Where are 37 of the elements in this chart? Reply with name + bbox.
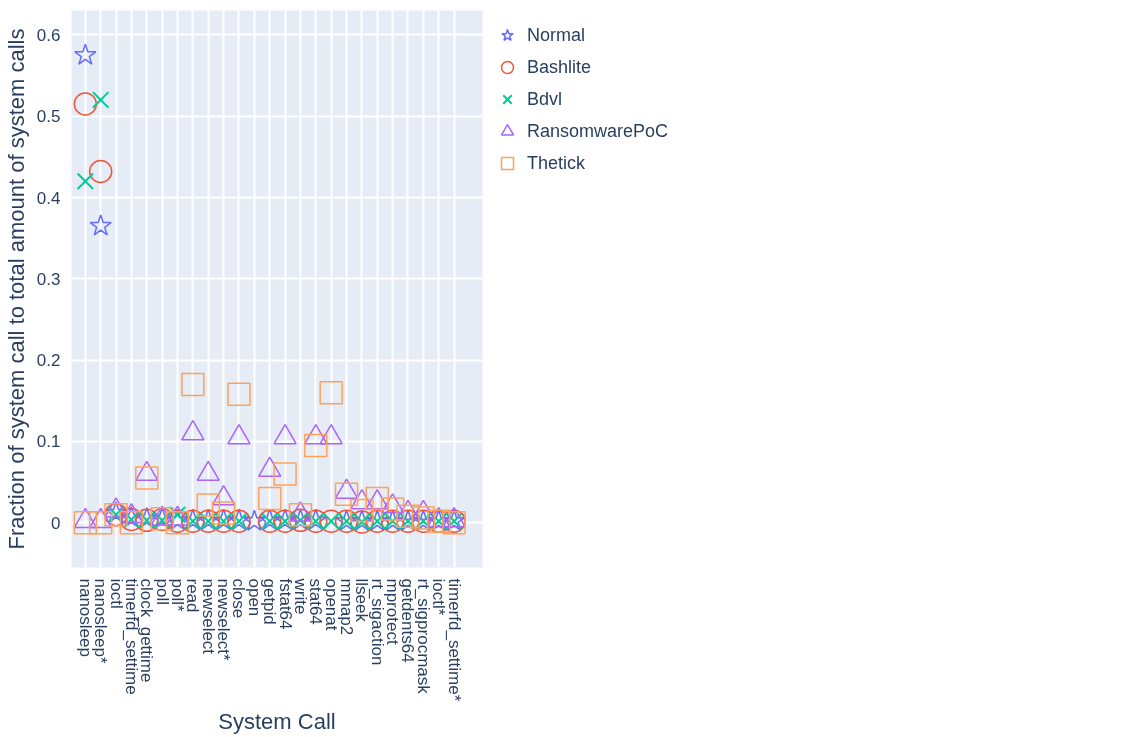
point [88,511,113,535]
point [88,159,113,184]
point [91,91,110,109]
y-tick-label: 0.3 [36,269,61,289]
legend-label: Bashlite [527,56,592,78]
y-tick-label: 0.4 [36,188,61,208]
point [380,497,405,521]
y-tick-label: 0.6 [36,25,61,45]
y-tick-label: 0.5 [36,107,61,127]
point [243,509,266,531]
point [319,380,343,405]
point [74,43,97,65]
point [257,486,282,511]
y-tick-label: 0.2 [36,351,61,371]
point [135,466,159,490]
y-tick-label: 0 [51,513,61,533]
point [334,482,359,507]
x-tick-label: fstat64 [275,578,295,630]
y-axis-title: Fraction of system call to total amount of system calls [3,28,29,550]
point [350,498,374,523]
point [76,172,95,191]
point [304,433,328,458]
point [73,92,98,116]
x-axis-title: System Call [218,709,336,735]
legend-label: Bdvl [527,88,563,110]
legend-label: Normal [527,24,586,46]
point [196,493,220,517]
x-tick-label: mmap2 [337,578,357,636]
legend-label: Thetick [527,152,586,174]
point [73,511,98,535]
point [227,382,251,407]
y-tick-label: 0.1 [36,432,61,452]
legend-label: RansomwarePoC [527,120,669,142]
point [181,372,205,397]
point [89,214,112,236]
point [273,462,297,486]
point [211,501,236,525]
